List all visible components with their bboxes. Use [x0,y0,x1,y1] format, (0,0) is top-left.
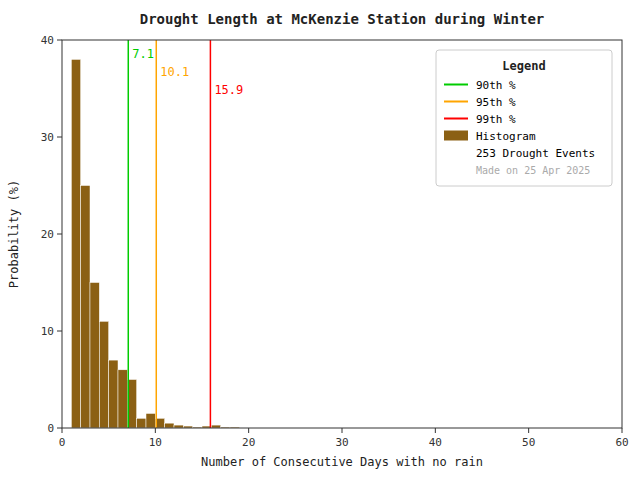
x-tick [62,428,63,433]
x-tick [342,428,343,433]
x-tick [248,428,249,433]
x-axis: 0 10 20 30 40 50 60 [59,428,629,449]
x-tick-label: 50 [522,436,535,449]
legend-note: Made on 25 Apr 2025 [476,165,590,176]
y-tick-label: 20 [41,228,54,241]
legend-swatch [444,118,468,120]
y-tick-label: 30 [41,131,54,144]
histogram-bar [71,59,80,428]
legend-box [436,50,612,186]
histogram-bar [90,283,99,429]
y-tick [57,428,62,429]
x-tick-label: 40 [429,436,442,449]
legend-note: 253 Drought Events [476,147,595,160]
percentile-lines [128,40,210,428]
x-tick [155,428,156,433]
y-tick [57,234,62,235]
chart: 0 10 20 30 40 50 60 0 10 20 30 40 Drought Length at … [0,0,640,480]
legend-swatch [444,101,468,103]
histogram-bar [81,186,90,429]
legend-label: 90th % [476,79,516,92]
bars [71,59,239,428]
percentile-label: 10.1 [160,65,189,79]
legend-label: 99th % [476,113,516,126]
legend-swatch [444,131,468,141]
y-tick [57,137,62,138]
chart-title: Drought Length at McKenzie Station durin… [140,11,545,27]
x-tick-label: 60 [615,436,628,449]
legend-label: 95th % [476,96,516,109]
x-axis-label: Number of Consecutive Days with no rain [201,455,483,469]
y-tick [57,331,62,332]
legend-label: Histogram [476,130,536,143]
histogram-bar [165,423,174,428]
y-axis-label: Probability (%) [7,180,21,288]
legend-title: Legend [502,59,545,73]
x-tick [435,428,436,433]
y-tick-label: 0 [47,422,54,435]
y-tick [57,40,62,41]
y-tick-label: 10 [41,325,54,338]
background [0,0,640,480]
histogram-bar [109,360,118,428]
percentile-line [156,40,158,428]
plot-frame [62,40,622,428]
histogram-bar [118,370,127,428]
x-tick-label: 20 [242,436,255,449]
percentile-line [210,40,212,428]
y-tick-label: 40 [41,34,54,47]
legend: Legend 90th % 95th % 99th % Histogram 253 Dro… [436,50,612,186]
percentile-labels: 7.1 10.1 15.9 [132,47,243,97]
x-tick-label: 0 [59,436,66,449]
histogram-bar [99,321,108,428]
legend-swatch [444,84,468,86]
percentile-label: 15.9 [214,83,243,97]
x-tick [622,428,623,433]
percentile-label: 7.1 [132,47,154,61]
y-axis: 0 10 20 30 40 [41,34,62,435]
x-tick-label: 10 [149,436,162,449]
x-tick [528,428,529,433]
histogram-bar [146,413,155,428]
percentile-line [128,40,130,428]
x-tick-label: 30 [335,436,348,449]
histogram-bar [137,418,146,428]
